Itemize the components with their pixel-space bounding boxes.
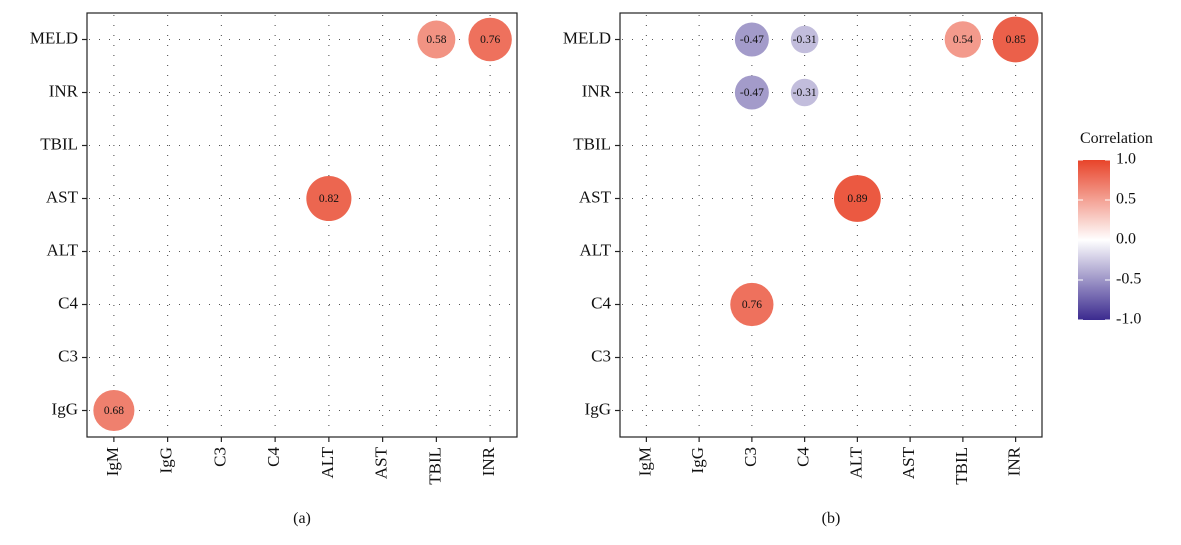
correlation-value-label: -0.31 (793, 87, 817, 99)
legend-tick-label: 0.0 (1116, 231, 1136, 248)
x-tick-label: ALT (846, 446, 865, 478)
y-tick-label: TBIL (573, 134, 611, 153)
x-tick-label: AST (372, 446, 391, 479)
y-tick-label: ALT (47, 240, 79, 259)
correlation-value-label: -0.47 (740, 34, 764, 46)
correlation-circle (734, 75, 769, 110)
plot-frame (619, 12, 1043, 438)
correlation-value-label: -0.31 (793, 34, 817, 46)
x-tick-label: IgG (157, 447, 176, 473)
correlation-value-label: 0.58 (426, 34, 446, 46)
correlation-circle (734, 22, 769, 57)
x-tick-label: TBIL (425, 447, 444, 485)
x-tick-label: IgM (635, 447, 654, 476)
correlation-value-label: 0.85 (1006, 34, 1026, 46)
y-tick-label: C4 (58, 293, 78, 312)
x-tick-label: C4 (264, 447, 283, 467)
x-tick-label: C3 (210, 447, 229, 467)
correlation-circle (833, 175, 881, 222)
correlation-value-label: 0.54 (953, 34, 973, 46)
color-legend: Correlation 1.0 0.5 0.0 -0.5 -1.0 (1078, 130, 1153, 328)
correlation-circle (790, 78, 819, 107)
y-tick-label: ALT (580, 240, 612, 259)
y-tick-label: AST (46, 187, 79, 206)
x-tick-label: C3 (741, 447, 760, 467)
panel-label: (b) (822, 510, 841, 527)
legend-title: Correlation (1080, 130, 1153, 147)
y-tick-label: C3 (591, 346, 611, 365)
y-tick-label: MELD (563, 28, 611, 47)
y-tick-label: IgG (52, 399, 78, 418)
legend-tick-label: 0.5 (1116, 191, 1136, 208)
correlation-value-label: 0.82 (319, 193, 339, 205)
y-tick-label: INR (49, 81, 79, 100)
correlation-circle (992, 16, 1039, 63)
correlation-value-label: 0.76 (480, 34, 500, 46)
x-tick-label: C4 (794, 447, 813, 467)
correlation-circle (93, 389, 135, 432)
correlation-value-label: -0.47 (740, 87, 764, 99)
y-tick-label: AST (579, 187, 612, 206)
x-tick-label: AST (899, 446, 918, 479)
y-tick-label: INR (582, 81, 612, 100)
legend-tick-label: -1.0 (1116, 311, 1141, 328)
plot-frame (86, 12, 518, 438)
y-tick-label: MELD (30, 28, 78, 47)
x-tick-label: INR (1005, 446, 1024, 476)
y-tick-label: IgG (585, 399, 611, 418)
correlation-circle (944, 21, 982, 58)
panel-b: MELD INR TBIL AST ALT C4 C3 IgG IgM IgG C3 C4 ALT AST… (563, 12, 1043, 527)
x-tick-label: INR (479, 446, 498, 476)
correlation-circle (790, 25, 819, 54)
color-bar (1078, 160, 1110, 320)
correlation-value-label: 0.68 (104, 405, 124, 417)
y-tick-label: TBIL (40, 134, 78, 153)
legend-tick-label: 1.0 (1116, 151, 1136, 168)
x-tick-label: ALT (318, 446, 337, 478)
panel-a: MELD INR TBIL AST ALT C4 C3 IgG IgM IgG C3 C4 ALT AST… (30, 12, 518, 527)
correlation-value-label: 0.89 (847, 193, 867, 205)
x-tick-label: TBIL (952, 447, 971, 485)
x-tick-label: IgM (103, 447, 122, 476)
correlation-value-label: 0.76 (742, 299, 762, 311)
y-tick-label: C3 (58, 346, 78, 365)
panel-label: (a) (293, 510, 311, 527)
correlation-circle (417, 20, 456, 59)
correlation-circle (468, 17, 512, 62)
y-tick-label: C4 (591, 293, 611, 312)
legend-tick-label: -0.5 (1116, 271, 1141, 288)
x-tick-label: IgG (688, 447, 707, 473)
correlation-circle (306, 175, 352, 222)
correlation-circle (730, 282, 774, 327)
